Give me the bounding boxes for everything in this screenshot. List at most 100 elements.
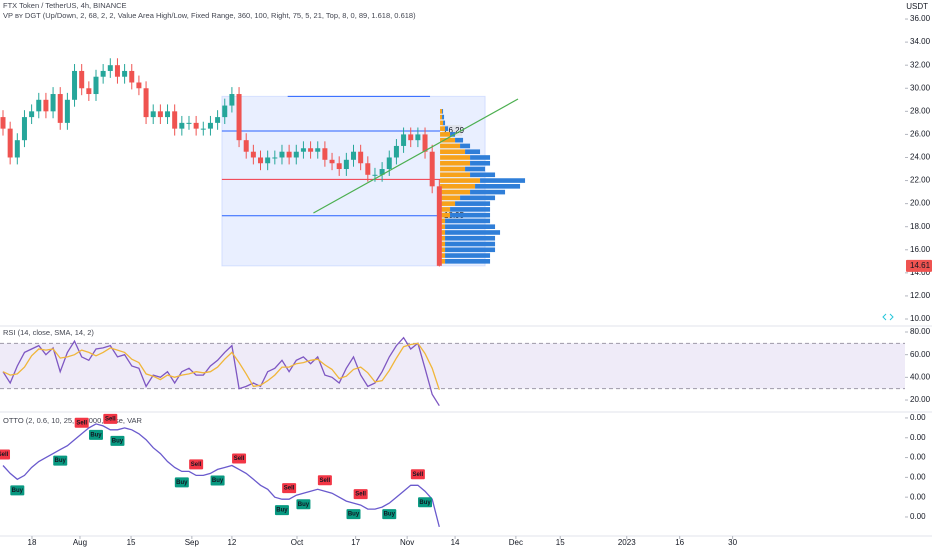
profile-up: [440, 201, 456, 206]
signal-label: Buy: [176, 480, 188, 486]
currency: USDT: [906, 2, 928, 11]
candle-body: [222, 105, 228, 118]
signal-label: Buy: [112, 438, 124, 444]
x-tick-label: 2023: [618, 538, 636, 547]
candle-body: [429, 151, 435, 187]
y-tick-label: 36.00: [910, 14, 931, 23]
candle-body: [393, 145, 399, 158]
signal-box: [346, 509, 361, 520]
profile-down: [443, 120, 446, 126]
signal-box: [382, 509, 397, 520]
y-tick-label: 0.00: [910, 492, 926, 501]
candle-body: [229, 94, 235, 106]
candle-body: [308, 148, 314, 152]
candle-body: [386, 157, 392, 170]
candle-body: [265, 157, 271, 164]
profile-up: [440, 160, 471, 166]
profile-down: [470, 160, 491, 166]
candle-body: [36, 99, 42, 112]
signal-box: [74, 417, 89, 428]
candle-body: [143, 88, 149, 118]
y-tick-label: 24.00: [910, 153, 931, 162]
candle-body: [0, 117, 6, 129]
candle-body: [21, 117, 27, 141]
x-tick-label: Oct: [291, 538, 304, 547]
candle-body: [43, 99, 49, 112]
profile-up: [440, 247, 446, 253]
signal-box: [274, 505, 289, 516]
profile-down: [480, 178, 526, 183]
candle-body: [415, 134, 421, 141]
candle-body: [186, 122, 192, 124]
signal-label: Sell: [413, 472, 424, 478]
code-icon[interactable]: [882, 313, 894, 321]
signal-box: [418, 497, 433, 508]
profile-up: [440, 120, 444, 126]
profile-up: [440, 155, 471, 160]
signal-label: Sell: [191, 462, 202, 468]
profile-up: [440, 114, 443, 120]
y-tick-label: 18.00: [910, 222, 931, 231]
candle-body: [64, 99, 70, 123]
candle-body: [72, 70, 78, 100]
signal-box: [210, 475, 225, 486]
profile-up: [440, 235, 446, 241]
x-tick-label: 12: [227, 538, 236, 547]
y-tick-label: 16.00: [910, 245, 931, 254]
indicator-line: [2, 342, 440, 391]
profile-down: [445, 126, 449, 131]
profile-down: [442, 109, 444, 114]
indicator-title: VP ʙʏ DGT (Up/Down, 2, 68, 2, 2, Value A…: [3, 11, 416, 20]
signal-box: [317, 475, 332, 486]
candle-body: [122, 70, 128, 77]
signal-box: [88, 429, 103, 440]
signal-box: [232, 453, 247, 464]
indicator-line: [2, 423, 440, 528]
profile-up: [440, 143, 461, 149]
candle-body: [86, 88, 92, 95]
y-tick-label: 30.00: [910, 83, 931, 92]
signal-label: Sell: [284, 486, 295, 492]
profile-down: [445, 235, 496, 241]
candle-body: [57, 94, 63, 123]
profile-down: [470, 172, 496, 178]
x-tick-label: Sep: [185, 538, 200, 547]
profile-up: [440, 149, 466, 155]
otto-title: OTTO (2, 0.6, 10, 25, 100000, close, VAR: [3, 416, 143, 425]
candle-body: [336, 163, 342, 170]
x-tick-label: Dec: [509, 538, 523, 547]
candle-body: [401, 134, 407, 146]
candle-body: [300, 148, 306, 152]
signal-box: [296, 499, 311, 510]
profile-up: [440, 137, 456, 143]
y-tick-label: 0.00: [910, 472, 926, 481]
signal-box: [10, 485, 25, 496]
candle-body: [250, 151, 256, 158]
signal-label: Sell: [320, 478, 331, 484]
candle-body: [207, 122, 213, 129]
candle-body: [215, 117, 221, 123]
signal-label: Buy: [298, 502, 310, 508]
y-tick-label: 80.00: [910, 327, 931, 336]
signal-box: [110, 435, 125, 446]
profile-down: [465, 166, 486, 172]
y-tick-label: 20.00: [910, 199, 931, 208]
profile-up: [440, 178, 481, 183]
candle-body: [100, 70, 106, 77]
signal-label: Sell: [105, 416, 116, 422]
trendline: [313, 98, 519, 214]
profile-up: [440, 184, 476, 189]
signal-box: [353, 489, 368, 500]
candle-body: [236, 94, 242, 141]
profile-down: [470, 155, 491, 160]
signal-label: Buy: [276, 508, 288, 514]
y-tick-label: 0.00: [910, 413, 926, 422]
profile-up: [440, 253, 446, 258]
candle-body: [157, 111, 163, 118]
candle-body: [422, 134, 428, 152]
candle-body: [14, 140, 20, 158]
profile-down: [450, 212, 491, 218]
profile-up: [440, 218, 446, 224]
